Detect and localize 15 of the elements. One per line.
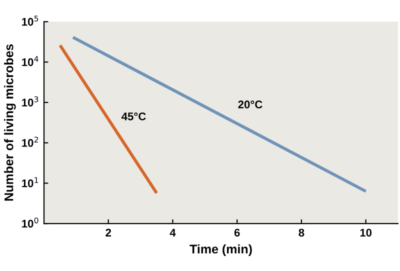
x-tick-label: 4: [170, 228, 176, 236]
y-tick-label: 10$^{3}$: [22, 96, 38, 106]
series-label: 45°C: [121, 112, 146, 120]
x-tick-label: 8: [298, 228, 304, 237]
y-axis-title: Number of living microbes: [4, 44, 16, 201]
series-label: 20°C: [238, 100, 262, 108]
x-axis-title: Time (min): [190, 244, 252, 256]
y-tick-label: 10$^{1}$: [22, 177, 38, 188]
y-tick-label: 10$^{0}$: [22, 217, 38, 228]
x-tick-label: 2: [106, 228, 112, 236]
x-tick-label: 6: [234, 228, 240, 237]
y-tick-label: 10$^{2}$: [22, 136, 38, 147]
x-tick-label: 10: [360, 228, 372, 237]
y-tick-label: 10$^{5}$: [22, 16, 38, 26]
y-tick-label: 10$^{4}$: [22, 56, 38, 66]
